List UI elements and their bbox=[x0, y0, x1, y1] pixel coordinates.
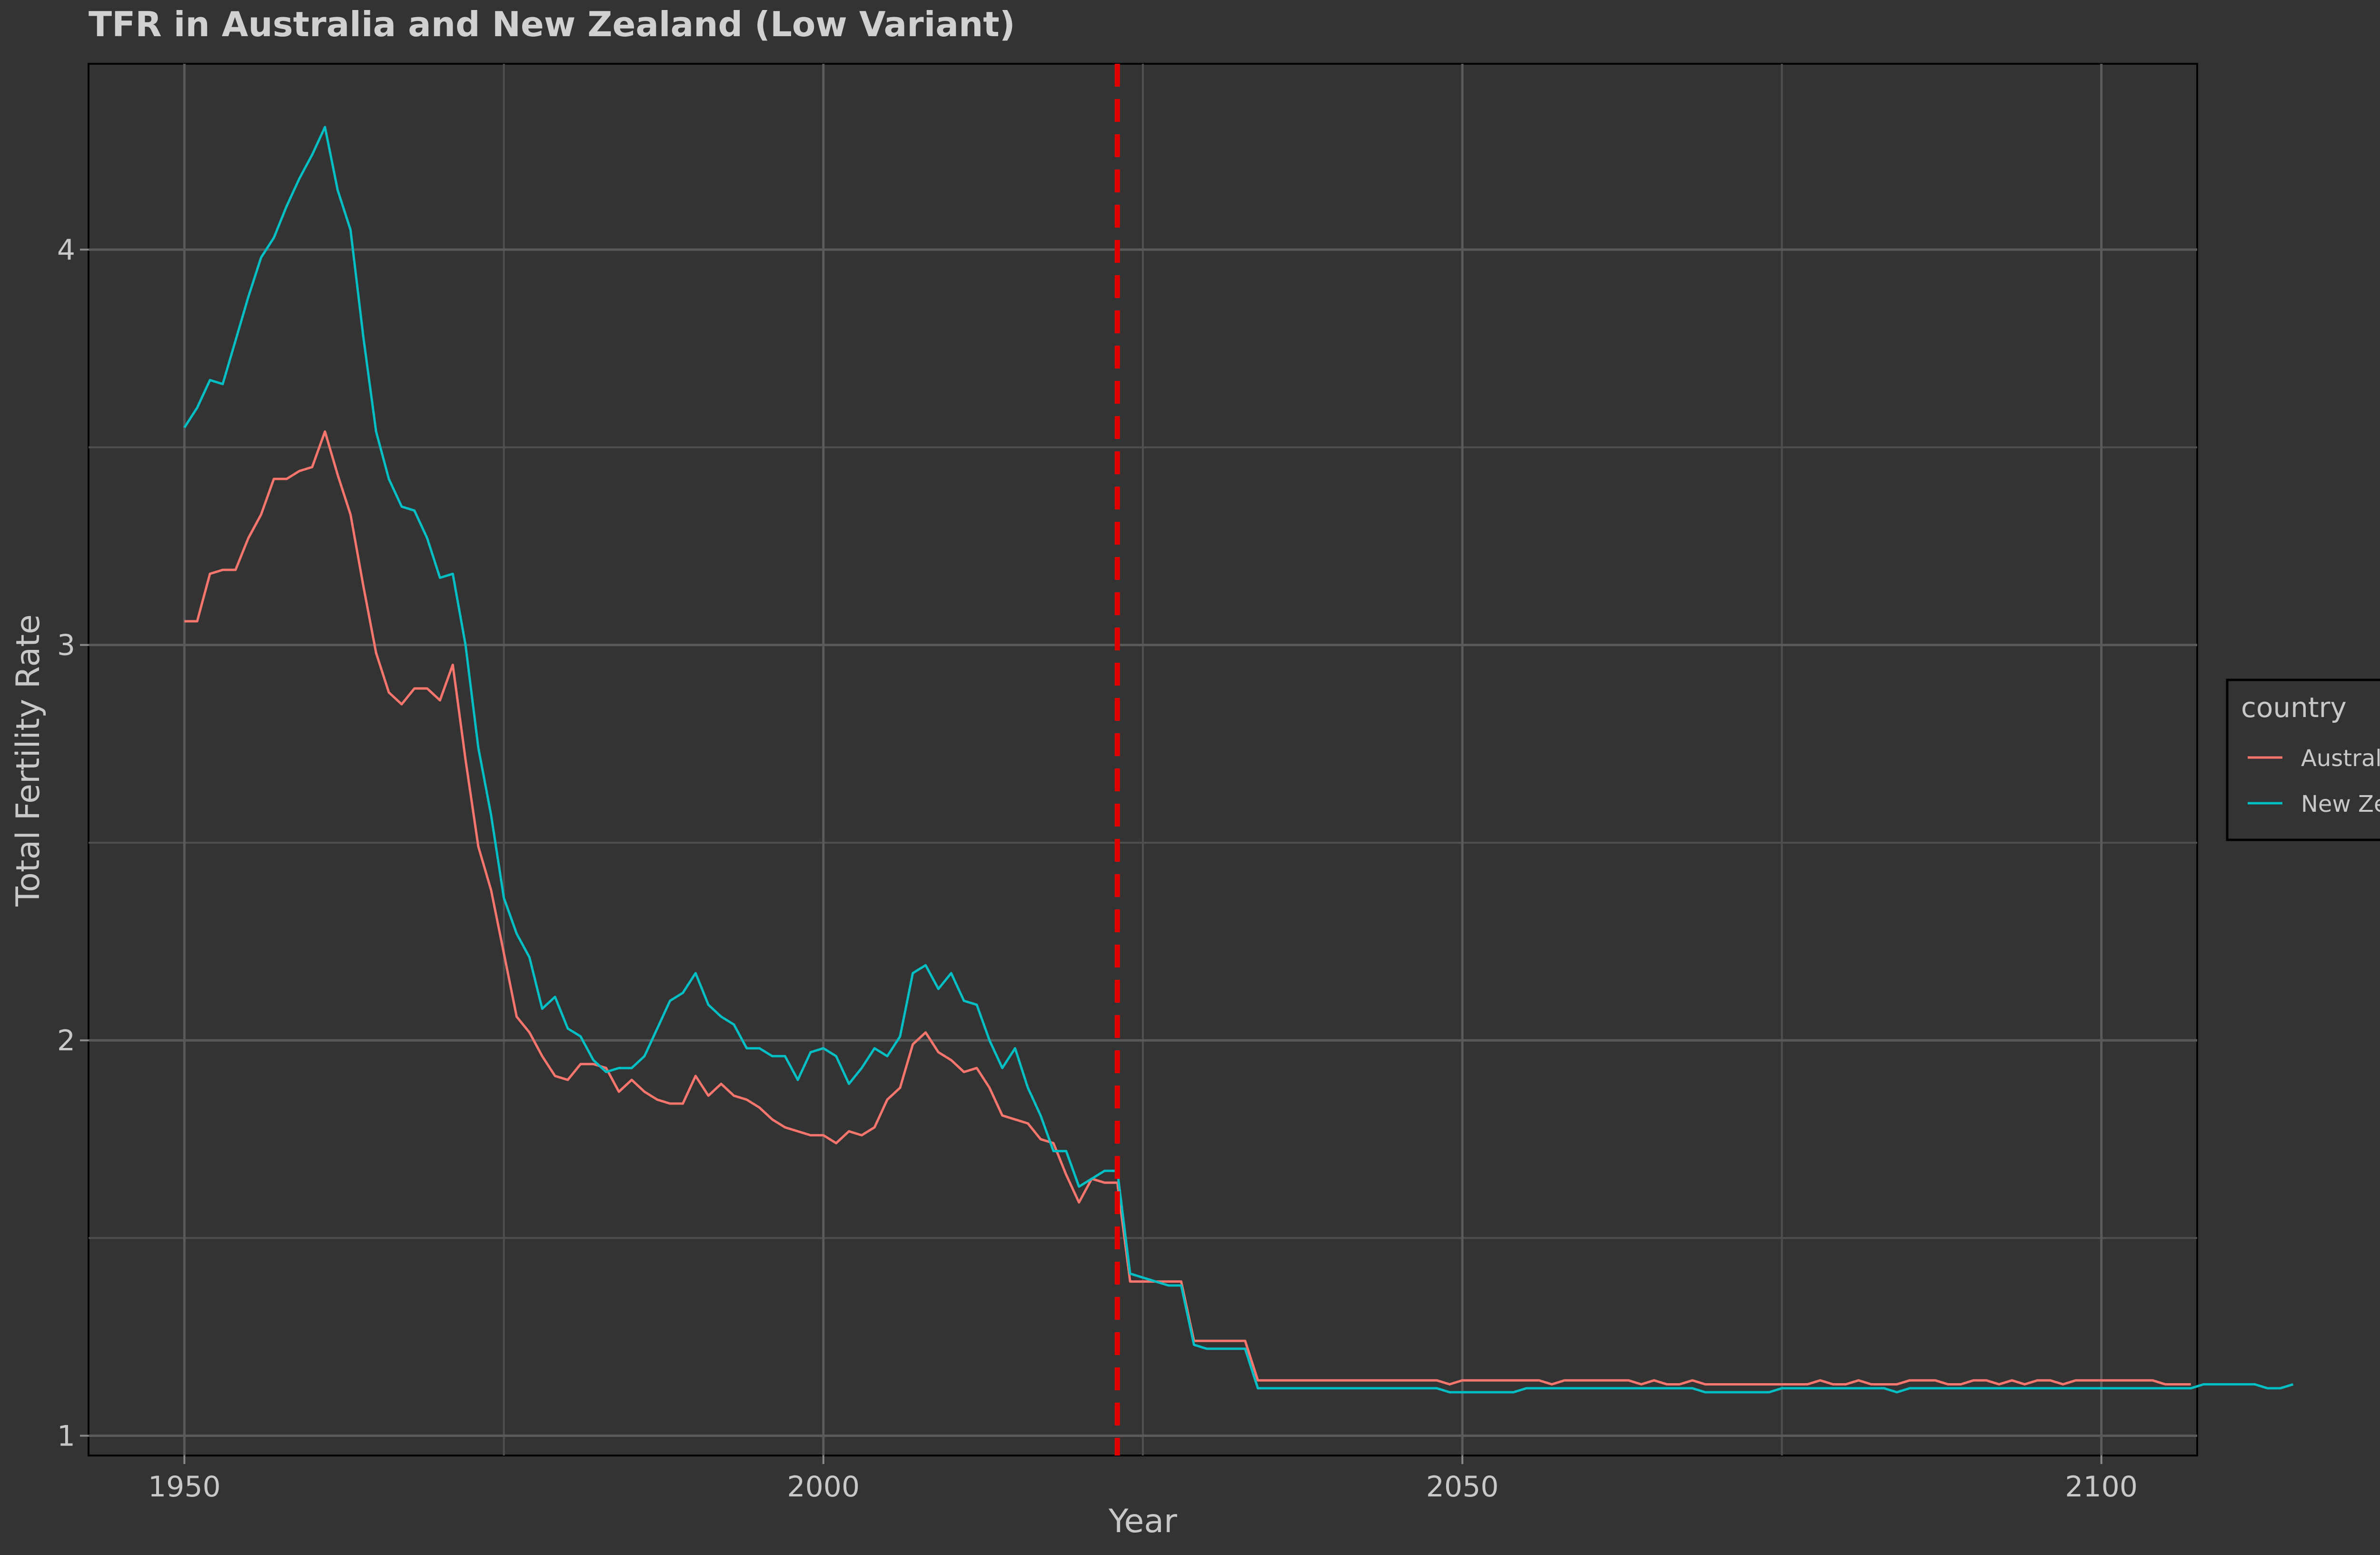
y-tick-label: 2 bbox=[57, 1024, 75, 1057]
x-axis-title: Year bbox=[1108, 1503, 1177, 1540]
y-tick-label: 4 bbox=[57, 233, 75, 267]
y-axis-title: Total Fertility Rate bbox=[10, 614, 47, 907]
legend: country Australia New Zealand bbox=[2226, 678, 2380, 841]
x-tick-label: 2100 bbox=[2065, 1470, 2138, 1504]
legend-label-australia: Australia bbox=[2301, 745, 2380, 772]
legend-box bbox=[2226, 678, 2380, 841]
y-tick-label: 3 bbox=[57, 629, 75, 662]
chart-title: TFR in Australia and New Zealand (Low Va… bbox=[89, 4, 1015, 44]
y-axis-ticks: 1 2 3 4 bbox=[57, 233, 89, 1453]
x-tick-label: 1950 bbox=[148, 1470, 221, 1504]
x-axis-ticks: 1950 2000 2050 2100 bbox=[148, 1455, 2138, 1504]
series-layer bbox=[183, 126, 2294, 1394]
grid-lines bbox=[89, 64, 2197, 1455]
x-tick-label: 2000 bbox=[787, 1470, 860, 1504]
legend-title: country bbox=[2241, 691, 2347, 724]
series-line-new-zealand bbox=[183, 126, 2294, 1394]
y-tick-label: 1 bbox=[57, 1419, 75, 1453]
x-tick-label: 2050 bbox=[1426, 1470, 1499, 1504]
legend-label-new-zealand: New Zealand bbox=[2301, 791, 2380, 817]
